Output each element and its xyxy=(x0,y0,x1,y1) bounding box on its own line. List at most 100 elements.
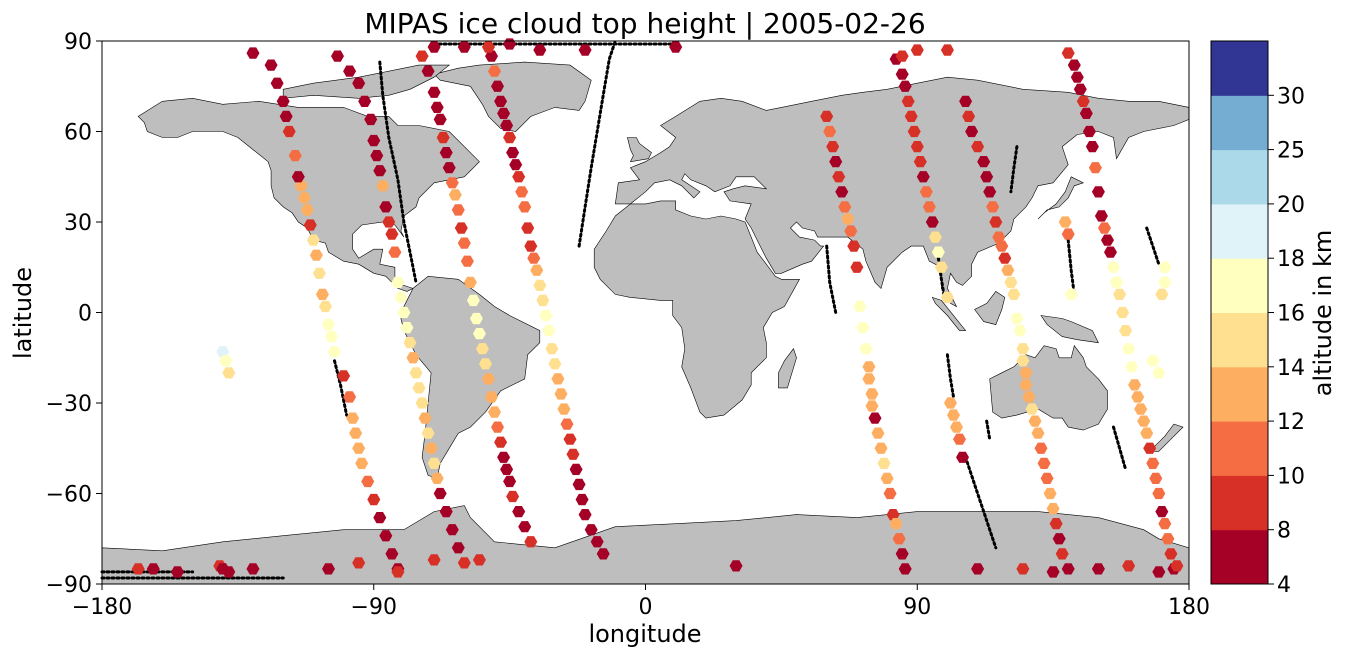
cloud-top-marker xyxy=(868,412,882,424)
cloud-top-marker xyxy=(488,65,501,77)
cloud-top-marker xyxy=(551,373,565,385)
cloud-top-marker xyxy=(497,107,511,119)
cloud-top-marker xyxy=(1085,141,1099,153)
cloud-top-marker xyxy=(1140,427,1154,439)
cloud-top-marker xyxy=(859,343,873,355)
cloud-top-marker xyxy=(457,237,471,249)
cloud-top-marker xyxy=(518,201,532,213)
cloud-top-marker xyxy=(850,261,864,273)
cloud-top-marker xyxy=(563,433,577,445)
colorbar-tick-label: 20 xyxy=(1277,193,1305,218)
cloud-top-marker xyxy=(1116,306,1130,319)
cloud-top-marker xyxy=(343,391,357,403)
colorbar-tick-label: 8 xyxy=(1277,519,1291,544)
colorbar-tick-label: 16 xyxy=(1277,302,1305,327)
cloud-top-marker xyxy=(385,228,399,240)
cloud-top-marker xyxy=(521,222,535,234)
cloud-top-marker xyxy=(995,240,1009,252)
cloud-top-marker xyxy=(379,201,393,213)
cloud-top-marker xyxy=(300,204,314,216)
cloud-top-marker xyxy=(916,171,930,183)
cloud-top-marker xyxy=(533,44,547,56)
cloud-top-marker xyxy=(288,150,302,162)
cloud-top-marker xyxy=(527,252,541,264)
cloud-top-marker xyxy=(524,240,538,252)
cloud-top-marker xyxy=(355,457,369,469)
cloud-top-marker xyxy=(1149,472,1163,484)
y-tick-label: 90 xyxy=(64,30,92,55)
cloud-top-marker xyxy=(146,563,160,575)
land-madagascar xyxy=(778,348,797,389)
cloud-top-marker xyxy=(524,536,538,548)
cloud-top-marker xyxy=(415,397,429,409)
x-tick-label: −90 xyxy=(351,595,397,620)
map-plot-area xyxy=(100,38,1190,585)
cloud-top-marker xyxy=(965,125,979,138)
cloud-top-marker xyxy=(1046,503,1060,515)
cloud-top-marker xyxy=(367,134,381,147)
cloud-top-marker xyxy=(539,309,553,322)
cloud-top-marker xyxy=(986,201,1000,213)
orbit-track xyxy=(1112,425,1128,471)
cloud-top-marker xyxy=(352,442,366,454)
cloud-top-marker xyxy=(436,131,450,144)
cloud-top-marker xyxy=(246,47,260,59)
cloud-top-marker xyxy=(545,343,559,355)
cloud-top-marker xyxy=(575,493,589,506)
cloud-top-marker xyxy=(1016,343,1030,355)
cloud-top-marker xyxy=(424,442,438,454)
cloud-top-marker xyxy=(1058,216,1072,228)
cloud-top-marker xyxy=(1061,47,1075,59)
cloud-top-marker xyxy=(865,400,879,412)
colorbar-segment xyxy=(1211,529,1268,585)
cloud-top-marker xyxy=(1107,261,1120,273)
cloud-top-marker xyxy=(1079,107,1093,119)
cloud-top-marker xyxy=(297,192,311,204)
y-tick-label: −90 xyxy=(46,573,92,598)
cloud-top-marker xyxy=(895,548,909,560)
cloud-top-marker xyxy=(479,358,492,370)
land-borneo xyxy=(974,290,1006,325)
cloud-top-marker xyxy=(475,343,489,355)
cloud-top-marker xyxy=(980,171,994,183)
cloud-top-marker xyxy=(457,41,471,53)
cloud-top-marker xyxy=(379,530,393,542)
cloud-top-marker xyxy=(430,472,444,484)
cloud-top-marker xyxy=(346,412,360,424)
cloud-top-marker xyxy=(959,95,973,107)
orbit-track xyxy=(964,455,998,550)
cloud-top-marker xyxy=(1052,533,1066,545)
cloud-top-marker xyxy=(950,421,963,433)
cloud-top-marker xyxy=(219,355,233,367)
cloud-top-marker xyxy=(500,119,514,132)
orbit-track xyxy=(945,353,955,399)
cloud-top-marker xyxy=(409,367,423,379)
cloud-top-marker xyxy=(910,141,924,153)
cloud-top-marker xyxy=(913,156,927,168)
orbit-track xyxy=(985,419,992,441)
orbit-track xyxy=(1009,145,1019,194)
cloud-top-marker xyxy=(246,563,260,575)
cloud-top-marker xyxy=(1016,563,1030,575)
cloud-top-marker xyxy=(491,421,504,433)
cloud-top-marker xyxy=(482,373,495,385)
cloud-top-marker xyxy=(466,294,480,307)
land-greenland xyxy=(433,61,592,132)
cloud-top-marker xyxy=(469,312,483,325)
cloud-top-marker xyxy=(886,509,900,521)
cloud-top-marker xyxy=(1019,367,1033,379)
cloud-top-marker xyxy=(989,216,1003,228)
cloud-top-marker xyxy=(1152,566,1166,578)
cloud-top-marker xyxy=(832,171,846,183)
cloud-top-marker xyxy=(962,110,976,122)
cloud-top-marker xyxy=(1158,261,1172,273)
cloud-top-marker xyxy=(509,159,523,171)
orbit-track xyxy=(333,359,349,417)
cloud-top-marker xyxy=(826,141,840,153)
cloud-top-marker xyxy=(1131,391,1145,403)
cloud-top-marker xyxy=(669,41,683,53)
colorbar-label: altitude in km xyxy=(1309,230,1337,397)
colorbar-segment xyxy=(1211,312,1268,368)
cloud-top-marker xyxy=(530,264,544,276)
